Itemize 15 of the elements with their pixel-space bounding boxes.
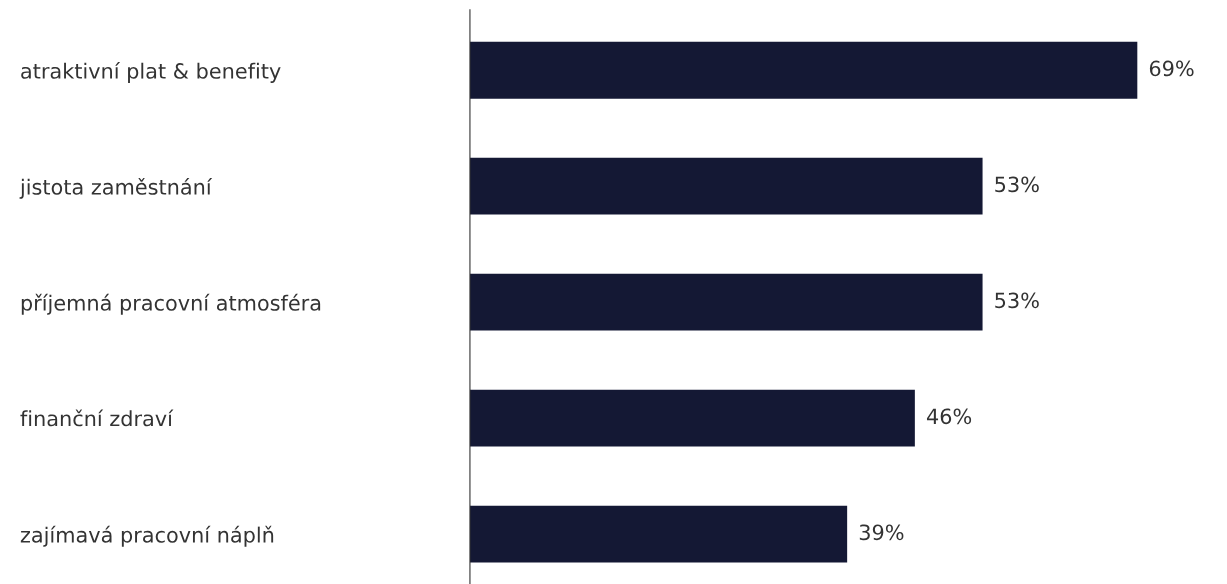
- y-tick-label: zajímavá pracovní náplň: [20, 525, 274, 547]
- data-label: 53%: [995, 292, 1039, 309]
- data-label: 69%: [1149, 60, 1194, 77]
- bar: [469, 389, 915, 447]
- bar: [469, 273, 983, 331]
- bar: [469, 505, 848, 563]
- bar: [469, 157, 983, 215]
- data-label: 39%: [859, 524, 904, 541]
- y-tick-label: příjemná pracovní atmosféra: [21, 293, 321, 315]
- y-tick-label: atraktivní plat & benefity: [21, 61, 281, 83]
- y-tick-label: jistota zaměstnání: [19, 177, 213, 199]
- data-label: 53%: [995, 176, 1039, 193]
- y-tick-label: finanční zdraví: [20, 409, 174, 427]
- data-label: 46%: [926, 408, 972, 425]
- bar: [469, 41, 1138, 99]
